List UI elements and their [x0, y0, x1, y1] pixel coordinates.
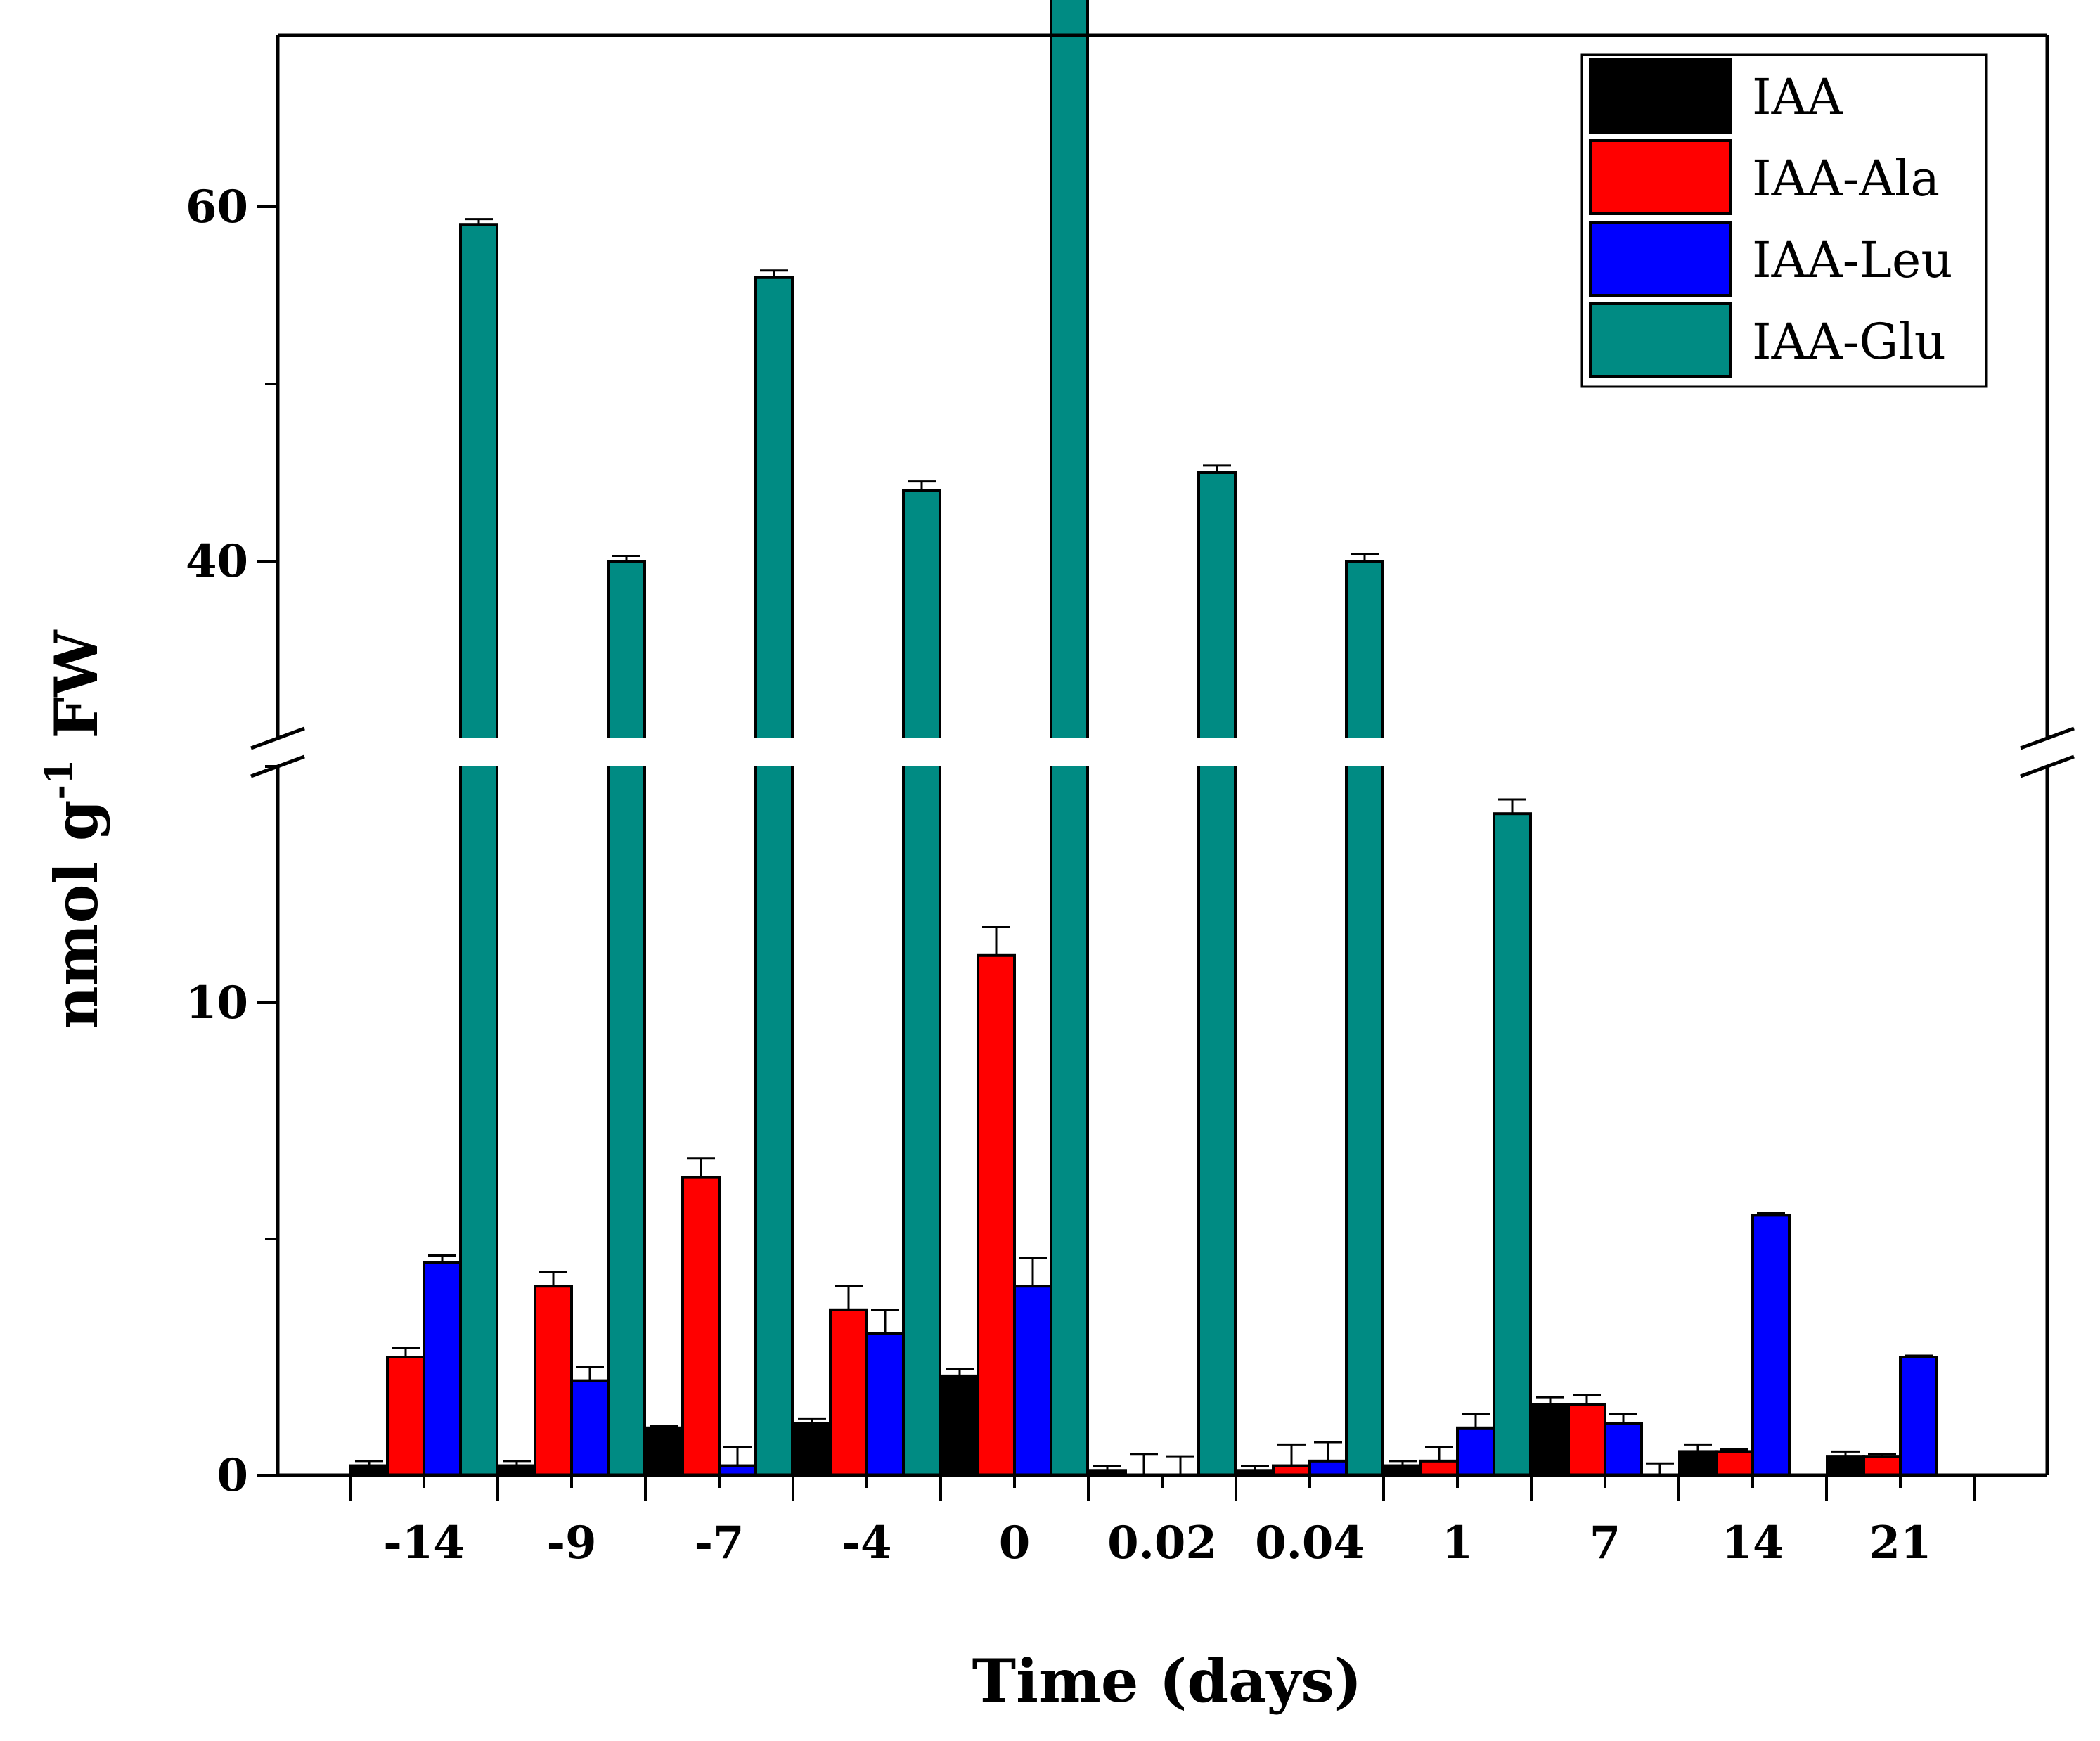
- bar-IAA--7: [645, 1426, 684, 1477]
- x-tick-label--7: -7: [694, 1517, 744, 1569]
- y-tick-label-0: 0: [217, 1449, 248, 1502]
- x-tick-label-0: 0: [999, 1517, 1031, 1569]
- legend-swatch-IAA-Leu: [1589, 221, 1732, 297]
- legend-swatch-IAA: [1589, 58, 1732, 134]
- bar-IAA-Glu-0.02: [1197, 471, 1237, 1477]
- legend-label-IAA-Glu: IAA-Glu: [1752, 313, 1946, 371]
- bar-IAA-Glu--9: [607, 560, 646, 1477]
- x-tick-label-0.02: 0.02: [1107, 1517, 1217, 1569]
- bar-IAA-Ala-0: [977, 953, 1016, 1477]
- bar-IAA-Ala--4: [829, 1308, 868, 1477]
- legend-label-IAA-Ala: IAA-Ala: [1752, 150, 1940, 207]
- bar-IAA-Leu--14: [423, 1261, 462, 1477]
- y-tick-label-60: 60: [186, 181, 248, 233]
- x-tick-label--4: -4: [842, 1517, 891, 1569]
- x-tick-label-7: 7: [1590, 1517, 1621, 1569]
- bar-IAA-Ala-7: [1567, 1403, 1606, 1477]
- x-axis-title: Time (days): [972, 1646, 1363, 1716]
- bar-IAA-7: [1531, 1403, 1570, 1477]
- bar-IAA-Glu-1: [1493, 812, 1532, 1477]
- bar-IAA-Glu--14: [459, 223, 498, 1477]
- bar-IAA-Ala-14: [1715, 1450, 1754, 1477]
- y-tick-label-10: 10: [186, 977, 248, 1029]
- bar-IAA-Ala--14: [386, 1356, 425, 1477]
- x-tick-label--14: -14: [383, 1517, 465, 1569]
- axis-break-gap: [236, 738, 2089, 766]
- bar-IAA-0: [940, 1374, 979, 1477]
- x-tick-label--9: -9: [546, 1517, 596, 1569]
- bar-IAA-Glu--4: [902, 489, 941, 1477]
- bar-IAA-Ala-21: [1862, 1455, 1902, 1477]
- y-tick-label-40: 40: [186, 535, 248, 588]
- y-axis-title: nmol g-1 FW: [38, 629, 111, 1029]
- legend-swatch-IAA-Ala: [1589, 139, 1732, 215]
- bar-IAA-Leu--9: [570, 1379, 610, 1477]
- x-tick-label-21: 21: [1869, 1517, 1931, 1569]
- bar-IAA-Ala--9: [534, 1285, 573, 1477]
- bar-IAA-21: [1826, 1455, 1865, 1477]
- legend-swatch-IAA-Glu: [1589, 302, 1732, 378]
- bar-IAA-Glu-0.04: [1345, 560, 1384, 1477]
- x-tick-label-0.04: 0.04: [1255, 1517, 1365, 1569]
- legend-label-IAA: IAA: [1752, 68, 1843, 126]
- bar-IAA-Leu-1: [1456, 1426, 1495, 1477]
- bar-IAA-Leu-7: [1604, 1422, 1643, 1477]
- bar-IAA-Leu-0.04: [1308, 1459, 1348, 1477]
- bar-IAA-Leu-14: [1751, 1214, 1791, 1477]
- bar-IAA-Ala-1: [1419, 1459, 1459, 1477]
- legend-label-IAA-Leu: IAA-Leu: [1752, 231, 1952, 289]
- bar-IAA--4: [792, 1422, 832, 1477]
- bar-IAA-Leu-0: [1013, 1285, 1052, 1477]
- bar-IAA-Leu--4: [865, 1332, 905, 1477]
- bar-IAA-Leu-21: [1899, 1356, 1938, 1477]
- bar-IAA-Ala--7: [681, 1176, 721, 1477]
- axis-break-mark-right-lower: [2020, 754, 2075, 778]
- bar-IAA-14: [1678, 1450, 1718, 1477]
- bar-IAA-Glu-0: [1050, 0, 1089, 1477]
- x-tick-label-14: 14: [1721, 1517, 1784, 1569]
- axis-break-mark-left-upper: [250, 726, 305, 750]
- x-tick-label-1: 1: [1442, 1517, 1474, 1569]
- axis-break-mark-right-upper: [2020, 726, 2075, 750]
- bar-IAA-Glu--7: [754, 276, 794, 1477]
